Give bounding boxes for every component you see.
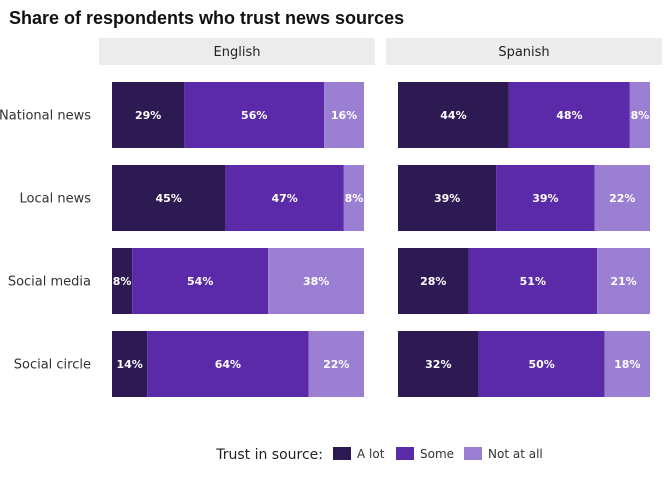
bar-english-social-media-not-at-all (268, 248, 364, 314)
bar-label-spanish-local-news-not-at-all: 22% (609, 192, 635, 205)
bar-spanish-social-media-not-at-all (597, 248, 650, 314)
bar-english-social-media-some (132, 248, 269, 314)
bar-label-english-local-news-a-lot: 45% (156, 192, 182, 205)
bar-english-social-media-a-lot (112, 248, 133, 314)
bar-label-spanish-national-news-not-at-all: 8% (631, 109, 650, 122)
facet-strip-label: Spanish (498, 45, 549, 60)
bar-english-national-news-some (184, 82, 325, 148)
bar-english-social-circle-some (147, 331, 309, 397)
facet-english: English 29% 56% 16% 45% 47% 8% 8% 54% 38% 14% 64% 22… (99, 38, 375, 397)
bar-label-spanish-social-media-a-lot: 28% (420, 275, 446, 288)
bar-spanish-social-circle-some (478, 331, 605, 397)
bar-english-social-circle-not-at-all (308, 331, 364, 397)
bar-label-spanish-national-news-some: 48% (556, 109, 582, 122)
legend-swatch-not-at-all (464, 447, 482, 460)
bar-label-english-national-news-some: 56% (241, 109, 267, 122)
bar-label-english-national-news-a-lot: 29% (135, 109, 161, 122)
bar-label-english-social-media-some: 54% (187, 275, 213, 288)
legend-label-not-at-all: Not at all (488, 447, 543, 461)
facet-spanish: Spanish 44% 48% 8% 39% 39% 22% 28% 51% 21% 32% 50% 1… (386, 38, 662, 397)
bar-label-spanish-social-circle-a-lot: 32% (425, 358, 451, 371)
bar-label-spanish-social-media-some: 51% (520, 275, 546, 288)
bar-english-local-news-some (225, 165, 344, 231)
legend-swatch-some (396, 447, 414, 460)
bar-english-local-news-not-at-all (343, 165, 364, 231)
bar-label-english-local-news-not-at-all: 8% (345, 192, 364, 205)
bar-english-national-news-not-at-all (324, 82, 364, 148)
facet-panels: National news Local news Social media Socia… (0, 38, 662, 397)
legend: Trust in source: A lot Some Not at all (215, 447, 543, 463)
bar-spanish-local-news-some (496, 165, 595, 231)
bar-label-english-local-news-some: 47% (271, 192, 297, 205)
bar-spanish-national-news-a-lot (398, 82, 509, 148)
bar-spanish-social-media-a-lot (398, 248, 469, 314)
bar-english-local-news-a-lot (112, 165, 226, 231)
legend-swatch-a-lot (333, 447, 351, 460)
bar-label-english-national-news-not-at-all: 16% (331, 109, 357, 122)
legend-label-a-lot: A lot (357, 447, 385, 461)
bar-label-english-social-media-not-at-all: 38% (303, 275, 329, 288)
bar-label-english-social-circle-some: 64% (215, 358, 241, 371)
bar-spanish-social-media-some (468, 248, 598, 314)
bar-label-spanish-social-circle-not-at-all: 18% (614, 358, 640, 371)
bar-spanish-local-news-a-lot (398, 165, 497, 231)
legend-title: Trust in source: (215, 447, 323, 463)
facet-strip (99, 38, 375, 65)
facet-strip-label: English (214, 45, 261, 60)
bar-label-english-social-circle-not-at-all: 22% (323, 358, 349, 371)
bar-label-spanish-social-circle-some: 50% (528, 358, 554, 371)
legend-label-some: Some (420, 447, 454, 461)
bar-label-spanish-local-news-some: 39% (532, 192, 558, 205)
bar-english-national-news-a-lot (112, 82, 185, 148)
bar-spanish-national-news-not-at-all (629, 82, 650, 148)
bar-label-english-social-media-a-lot: 8% (113, 275, 132, 288)
bar-spanish-national-news-some (508, 82, 630, 148)
facet-strip (386, 38, 662, 65)
category-label-national-news: National news (0, 109, 91, 124)
chart-title: Share of respondents who trust news sour… (9, 8, 404, 28)
bar-label-spanish-social-media-not-at-all: 21% (610, 275, 636, 288)
category-label-social-media: Social media (8, 275, 91, 290)
category-label-local-news: Local news (20, 192, 92, 207)
bar-spanish-local-news-not-at-all (594, 165, 650, 231)
bar-label-english-social-circle-a-lot: 14% (116, 358, 142, 371)
bar-label-spanish-local-news-a-lot: 39% (434, 192, 460, 205)
bar-spanish-social-circle-not-at-all (604, 331, 650, 397)
bar-label-spanish-national-news-a-lot: 44% (440, 109, 466, 122)
bar-english-social-circle-a-lot (112, 331, 148, 397)
bar-spanish-social-circle-a-lot (398, 331, 479, 397)
category-label-social-circle: Social circle (14, 358, 91, 373)
